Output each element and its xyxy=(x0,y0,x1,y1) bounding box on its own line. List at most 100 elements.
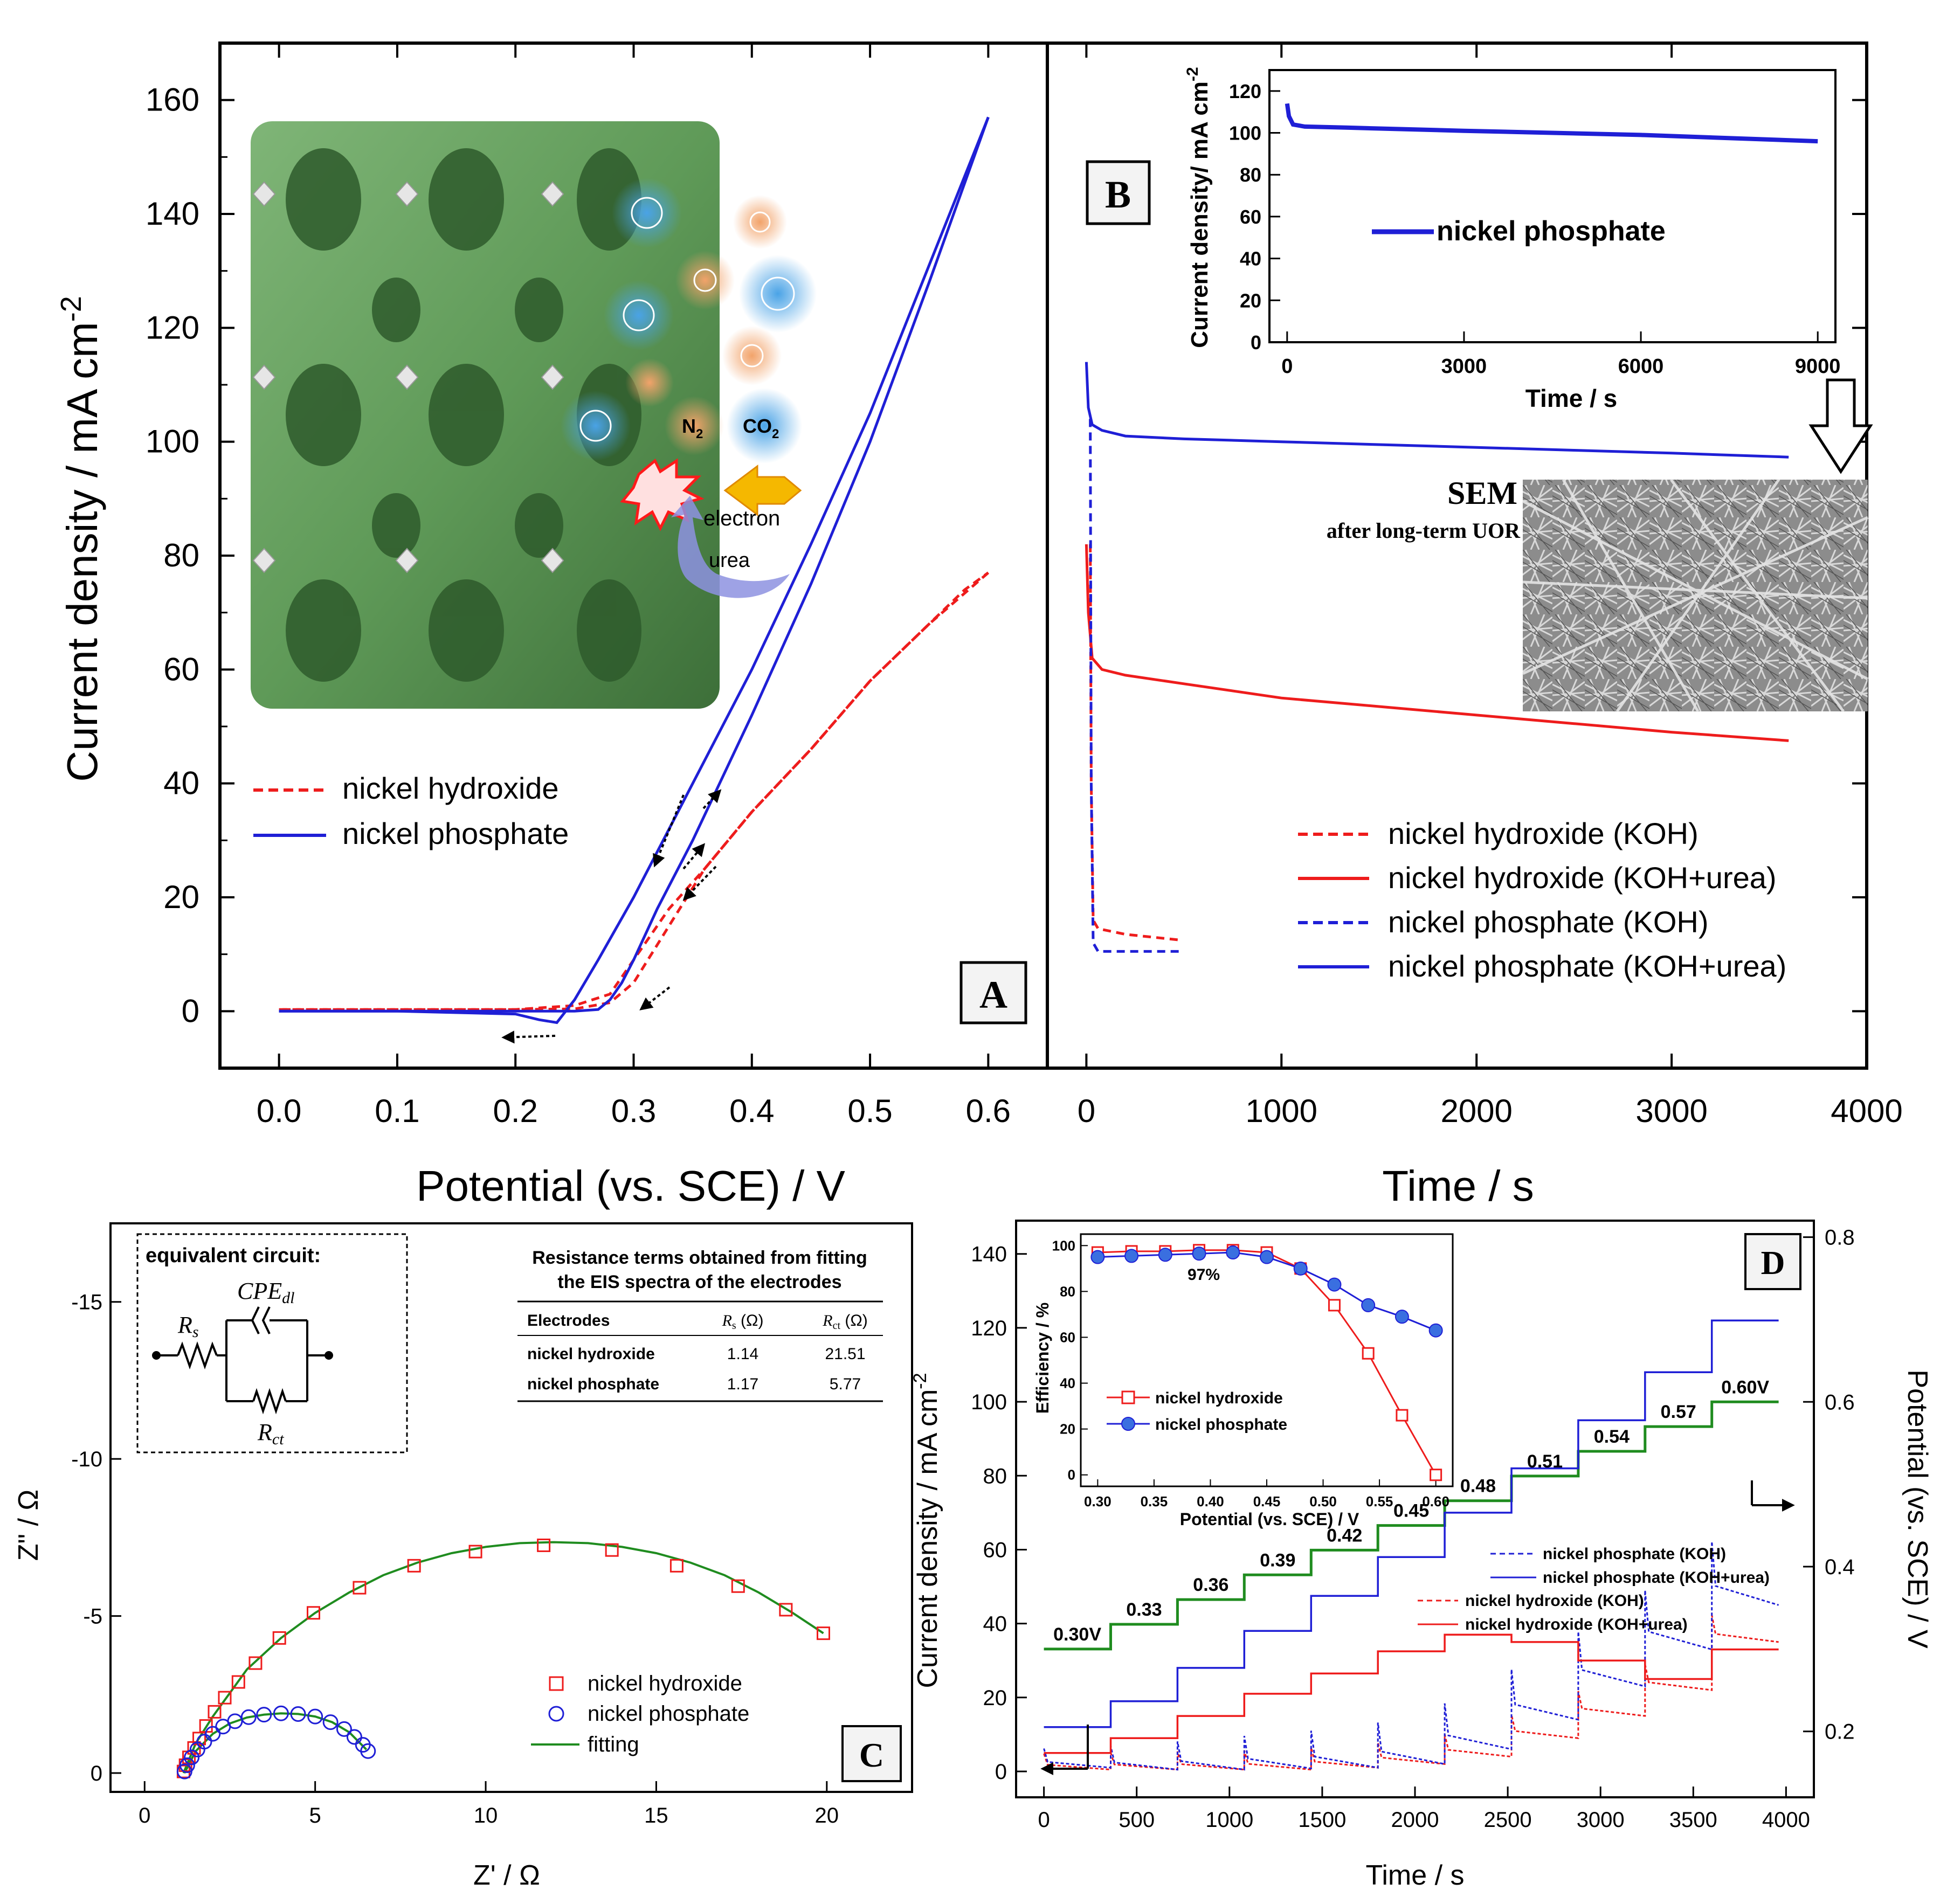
series-hydroxide-urea xyxy=(1044,1633,1779,1754)
x-tick-label: 5 xyxy=(309,1804,321,1827)
panel-d-legend: nickel phosphate (KOH) nickel phosphate … xyxy=(1418,1545,1770,1633)
y-tick-label: -5 xyxy=(83,1605,102,1629)
inset-x-tick-label: 9000 xyxy=(1795,355,1841,378)
inset-y-tick-label: 40 xyxy=(1240,248,1261,270)
panel-c-axes: 0 5 10 15 20 0 -5 -10 -15 xyxy=(71,1291,839,1827)
inset-d-x-tick-label: 0.45 xyxy=(1253,1493,1281,1510)
x-tick-label: 15 xyxy=(644,1804,668,1827)
y-tick-label: -15 xyxy=(71,1291,102,1314)
data-point-square xyxy=(537,1538,551,1552)
panel-a-letter-box xyxy=(959,961,1027,1024)
table-title-line2: the EIS spectra of the electrodes xyxy=(557,1272,841,1292)
inset-d-xlabel: Potential (vs. SCE) / V xyxy=(1180,1510,1359,1529)
inset-d-point-phosphate xyxy=(1327,1277,1342,1292)
inset-x-tick-label: 0 xyxy=(1281,355,1293,378)
panel-d-inset-frame xyxy=(1080,1233,1454,1487)
x-tick-label: 10 xyxy=(474,1804,498,1827)
inset-d-x-tick-label: 0.40 xyxy=(1197,1493,1224,1510)
table-row-1-rs: 1.14 xyxy=(727,1345,758,1363)
panel-b-legend: nickel hydroxide (KOH) nickel hydroxide … xyxy=(1298,816,1786,983)
legend-marker-phosphate xyxy=(548,1706,564,1722)
inset-d-point-hydroxide xyxy=(1396,1409,1409,1422)
inset-y-tick-label: 0 xyxy=(1251,331,1261,354)
panel-b: 0 1000 2000 3000 4000 0 3000 6000 9000 0 20 40 60 80… xyxy=(1046,41,1903,1210)
co2-label: CO2 xyxy=(743,415,779,441)
inset-legend-label: nickel phosphate xyxy=(1437,216,1666,247)
x-tick-label: 0.2 xyxy=(493,1093,538,1129)
inset-d-legend-marker-phosphate xyxy=(1121,1417,1135,1431)
inset-d-point-hydroxide xyxy=(1430,1469,1442,1481)
y-tick-label: 120 xyxy=(146,309,199,345)
legend-label-phosphate-koh: nickel phosphate (KOH) xyxy=(1388,905,1709,939)
inset-y-tick-label: 100 xyxy=(1229,122,1261,144)
data-point-circle xyxy=(273,1705,289,1721)
x-tick-label: 0 xyxy=(1078,1093,1095,1129)
inset-d-y-tick-label: 60 xyxy=(1060,1329,1075,1345)
x-tick-label: 0 xyxy=(139,1804,150,1827)
inset-d-y-tick-label: 20 xyxy=(1060,1421,1075,1437)
panel-d-inset-axes: 0.30 0.35 0.40 0.45 0.50 0.55 0.60 0 20 40 60 80 100 xyxy=(1052,1237,1449,1510)
y-tick-label: 20 xyxy=(983,1686,1007,1710)
data-point-square xyxy=(192,1732,206,1746)
data-point-circle xyxy=(307,1708,323,1725)
table-row-1-name: nickel hydroxide xyxy=(527,1345,655,1363)
data-point-square xyxy=(231,1675,245,1689)
legend-marker-hydroxide xyxy=(549,1676,564,1691)
electron-arrow-icon xyxy=(723,465,802,516)
data-point-circle xyxy=(346,1729,362,1745)
x-tick-label: 0 xyxy=(1038,1808,1050,1832)
y-tick-label: 40 xyxy=(983,1612,1007,1636)
data-point-square xyxy=(669,1559,684,1573)
axis-indicator-arrows xyxy=(1040,1480,1795,1775)
y-tick-label: 80 xyxy=(983,1464,1007,1488)
step-label: 0.36 xyxy=(1193,1575,1228,1595)
data-point-square xyxy=(468,1545,482,1559)
inset-d-point-phosphate xyxy=(1428,1323,1443,1338)
inset-d-point-phosphate xyxy=(1192,1247,1206,1261)
panel-d-axes: 0 500 1000 1500 2000 2500 3000 3500 400002040608… xyxy=(971,1226,1854,1832)
y-tick-label: 0 xyxy=(91,1762,102,1785)
inset-d-point-phosphate xyxy=(1090,1250,1105,1264)
data-point-square xyxy=(731,1579,745,1593)
inset-xlabel: Time / s xyxy=(1525,384,1617,412)
panel-d-letter-box xyxy=(1744,1233,1801,1290)
inset-d-x-tick-label: 0.60 xyxy=(1422,1493,1449,1510)
inset-series-line xyxy=(1285,103,1818,144)
x-tick-label: 20 xyxy=(815,1804,839,1827)
panel-a: N2 CO2 electron urea 0.0 0.1 0.2 0.3 0.4 0.5 0… xyxy=(55,41,1049,1210)
data-point-circle xyxy=(184,1749,200,1765)
y-tick-label: 20 xyxy=(163,879,199,915)
x-tick-label: 0.6 xyxy=(966,1093,1011,1129)
x-tick-label: 2000 xyxy=(1391,1808,1439,1832)
table-header-electrodes: Electrodes xyxy=(527,1312,610,1330)
y-tick-label: 160 xyxy=(146,82,199,118)
inset-d-point-phosphate xyxy=(1361,1298,1376,1312)
inset-x-tick-label: 3000 xyxy=(1441,355,1487,378)
inset-y-tick-label: 20 xyxy=(1240,289,1261,311)
inset-d-legend-hydroxide: nickel hydroxide xyxy=(1155,1389,1283,1407)
data-point-circle xyxy=(240,1709,257,1725)
urea-arrow-icon xyxy=(671,496,790,598)
step-label: 0.30V xyxy=(1053,1624,1101,1645)
table-header-rct: Rct (Ω) xyxy=(822,1312,868,1332)
inset-y-tick-label: 120 xyxy=(1229,80,1261,102)
inset-d-y-tick-label: 100 xyxy=(1052,1237,1075,1254)
inset-d-annotation: 97% xyxy=(1188,1266,1220,1284)
series-line xyxy=(279,116,990,1013)
series-line xyxy=(1089,419,1184,953)
x-tick-label: 1500 xyxy=(1298,1808,1346,1832)
panel-a-letter: A xyxy=(979,973,1007,1016)
panel-d-ylabel: Current density / mA cm-2 xyxy=(910,1373,943,1688)
table-row-2-rct: 5.77 xyxy=(830,1375,861,1393)
legend-label-phosphate: nickel phosphate xyxy=(342,816,569,850)
series-line xyxy=(279,116,990,1024)
potential-staircase xyxy=(1044,1400,1779,1651)
panel-c-curves xyxy=(176,1538,830,1780)
inset-d-x-tick-label: 0.55 xyxy=(1366,1493,1393,1510)
data-point-square xyxy=(816,1626,830,1640)
inset-d-point-phosphate xyxy=(1226,1245,1240,1260)
inset-d-point-phosphate xyxy=(1124,1249,1139,1263)
y2-tick-label: 0.6 xyxy=(1825,1390,1855,1414)
sem-caption: after long-term UOR xyxy=(1327,518,1521,543)
panel-c: 0 5 10 15 20 0 -5 -10 -15 equivalent circuit: xyxy=(13,1222,913,1891)
